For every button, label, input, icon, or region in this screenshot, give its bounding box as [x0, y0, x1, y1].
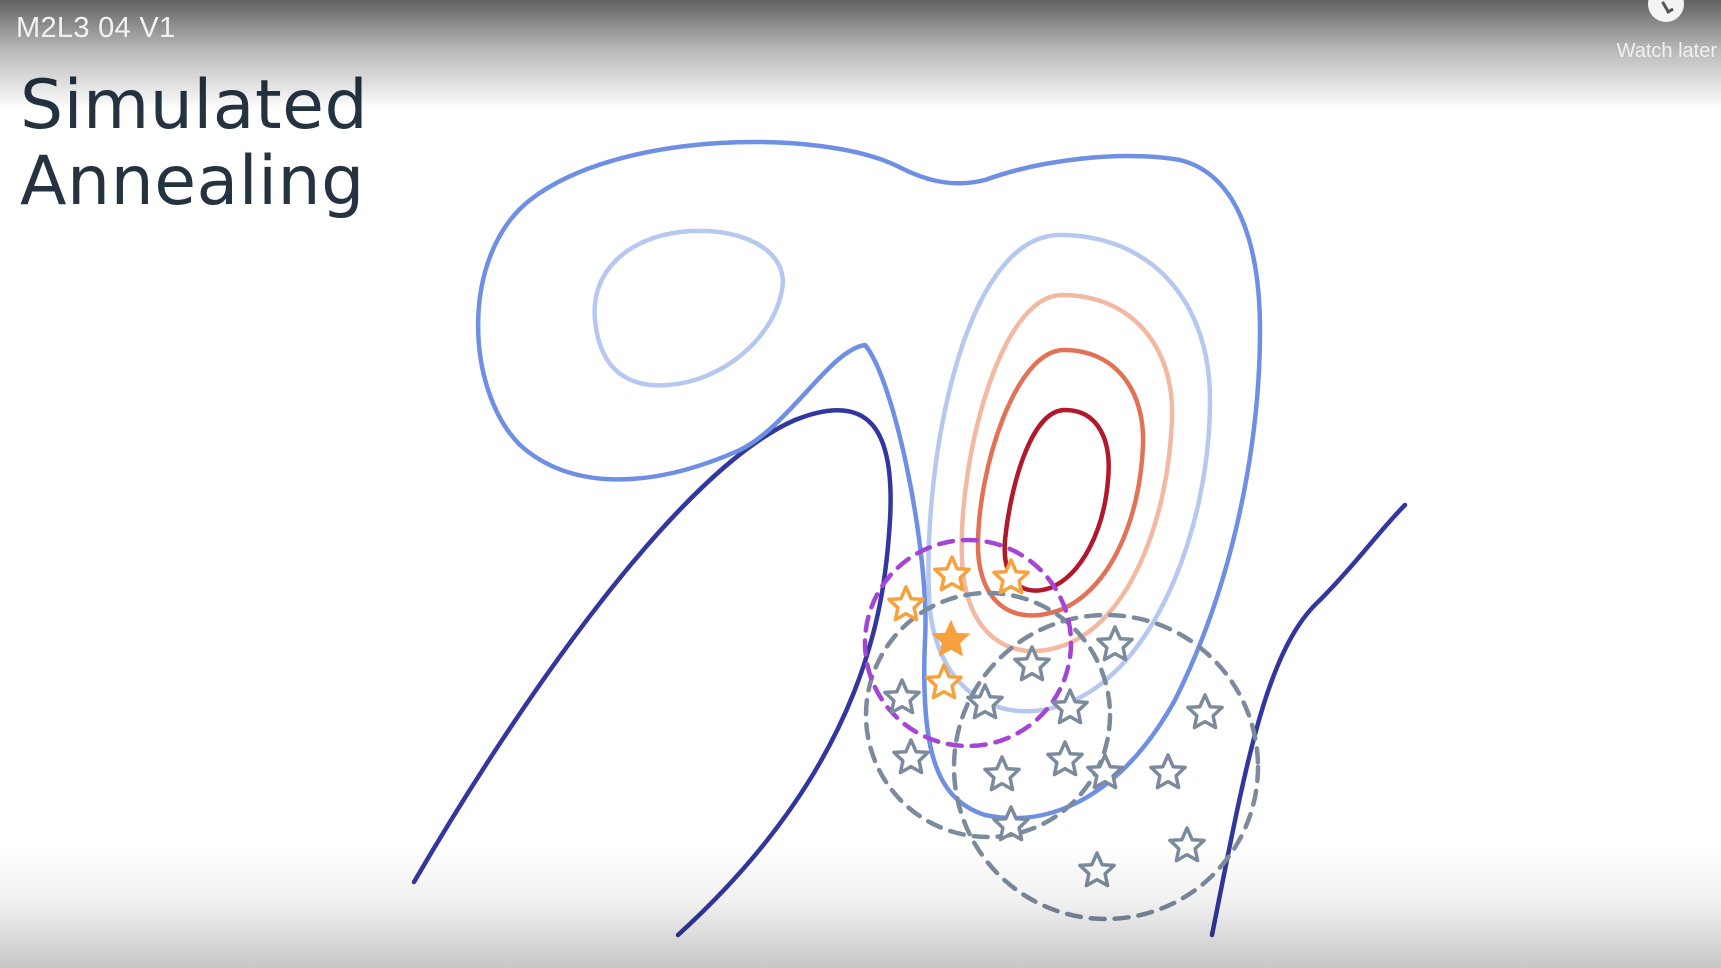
watch-later-button[interactable]: Watch later: [1591, 0, 1721, 72]
video-title[interactable]: M2L3 04 V1: [16, 12, 175, 45]
slide-title-line-2: Annealing: [20, 144, 368, 220]
watch-later-label: Watch later: [1617, 40, 1717, 63]
contour-left-inner-loop: [595, 231, 783, 386]
clock-icon: [1648, 0, 1684, 22]
neighbor-star: [927, 665, 961, 698]
video-top-overlay: [0, 0, 1721, 110]
neighbor-star: [889, 587, 923, 620]
candidate-star: [1151, 755, 1185, 788]
candidate-star: [1088, 755, 1122, 788]
candidate-star: [1098, 627, 1132, 660]
candidate-star: [1048, 742, 1082, 775]
candidate-star: [1188, 695, 1222, 728]
contour-main-loop: [478, 142, 1260, 818]
candidate-star: [894, 740, 928, 773]
candidate-star: [985, 757, 1019, 790]
video-bottom-overlay: [0, 848, 1721, 968]
contour-peak-loop-4: [1005, 410, 1109, 591]
